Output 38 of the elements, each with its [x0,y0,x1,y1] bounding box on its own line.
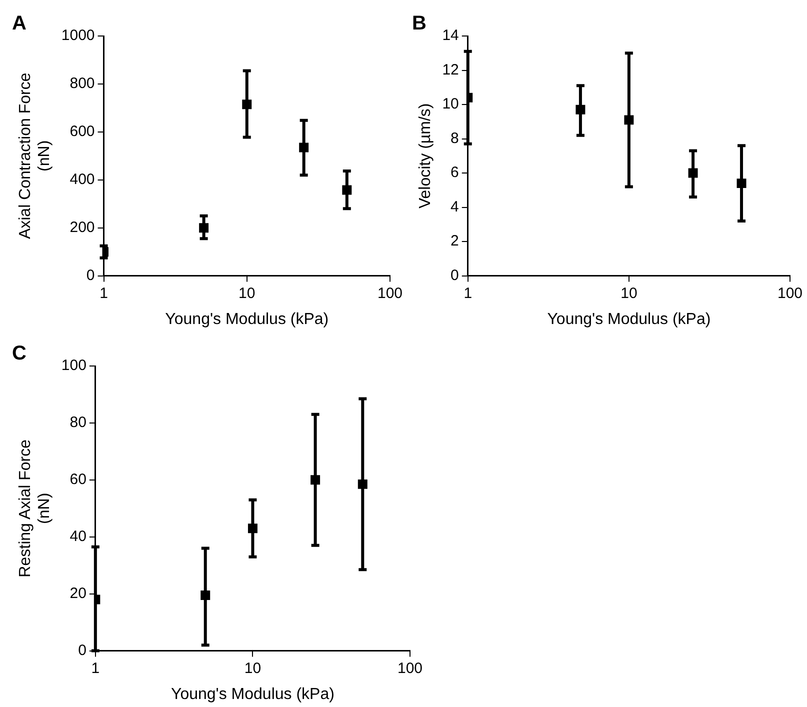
x-tick-label: 100 [397,660,423,677]
chart-title: C [12,342,26,365]
y-tick-label: 20 [70,584,86,602]
y-tick-label: 0 [450,266,459,284]
x-tick-label: 10 [238,284,256,302]
y-tick-label: 8 [450,130,459,147]
y-tick-label: 200 [70,218,95,236]
y-tick-label: 600 [70,123,95,140]
x-tick-label: 10 [620,284,638,302]
y-tick-label: 100 [61,357,86,374]
x-tick-label: 1 [100,284,108,302]
y-tick-label: 80 [70,414,86,432]
y-tick-label: 2 [450,232,459,250]
y-tick-label: 10 [442,96,459,113]
x-axis-title: Young's Modulus (kPa) [165,310,329,328]
y-axis-title: Resting Axial Force (nN) [17,439,54,578]
y-tick-label: 14 [442,27,459,44]
y-tick-label: 0 [78,642,86,659]
x-axis-title: Young's Modulus (kPa) [170,686,334,703]
x-tick-label: 10 [244,660,262,677]
y-tick-label: 800 [70,75,95,92]
x-tick-label: 100 [777,284,803,302]
chart-title: B [412,12,426,35]
y-tick-label: 40 [70,528,86,546]
x-tick-label: 1 [464,284,472,302]
y-tick-label: 60 [70,471,86,488]
y-axis-title: Axial Contraction Force (nN) [17,72,54,240]
y-tick-label: 0 [86,266,95,284]
y-axis-title: Velocity (µm/s) [417,103,434,209]
x-tick-label: 100 [377,284,403,302]
x-tick-label: 1 [91,660,100,677]
y-tick-label: 6 [450,164,459,182]
chart-title: A [12,12,26,35]
y-tick-label: 400 [70,171,95,188]
x-axis-title: Young's Modulus (kPa) [547,310,711,328]
y-tick-label: 1000 [61,27,95,44]
y-tick-label: 4 [450,198,459,216]
y-tick-label: 12 [442,61,459,78]
